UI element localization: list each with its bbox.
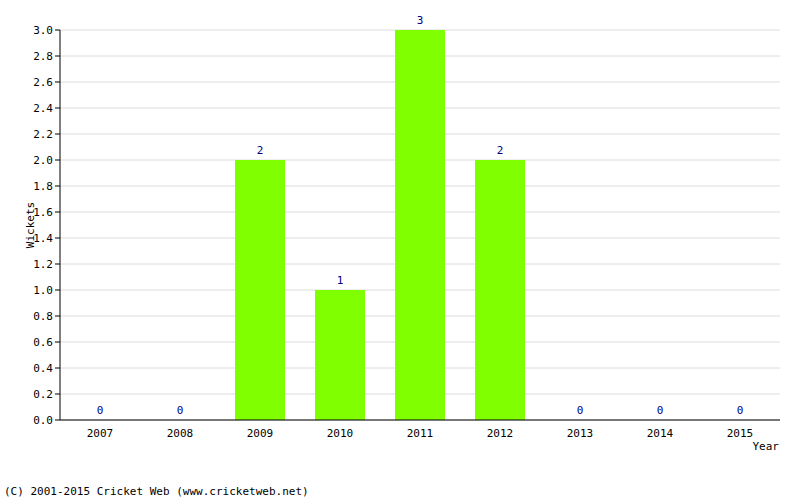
x-tick-label: 2011 — [407, 427, 434, 440]
y-tick — [55, 420, 60, 421]
y-tick — [55, 212, 60, 213]
x-tick-label: 2010 — [327, 427, 354, 440]
y-tick — [55, 82, 60, 83]
x-tick-label: 2015 — [727, 427, 754, 440]
data-label: 0 — [577, 404, 584, 417]
y-tick — [55, 134, 60, 135]
x-tick-label: 2012 — [487, 427, 514, 440]
y-tick — [55, 316, 60, 317]
y-tick — [55, 264, 60, 265]
data-label: 0 — [97, 404, 104, 417]
y-axis-label: Wickets — [24, 202, 37, 248]
data-label: 2 — [497, 144, 504, 157]
y-tick-label: 0.4 — [33, 362, 53, 375]
x-tick-label: 2007 — [87, 427, 114, 440]
x-tick-label: 2008 — [167, 427, 194, 440]
x-axis-label: Year — [753, 440, 780, 453]
y-tick-label: 2.2 — [33, 128, 53, 141]
background — [0, 0, 800, 500]
y-tick-label: 1.8 — [33, 180, 53, 193]
x-tick-label: 2009 — [247, 427, 274, 440]
y-tick — [55, 368, 60, 369]
grid-line — [60, 420, 780, 421]
y-tick — [55, 238, 60, 239]
y-tick-label: 0.8 — [33, 310, 53, 323]
y-tick — [55, 56, 60, 57]
y-tick-label: 2.8 — [33, 50, 53, 63]
y-tick — [55, 160, 60, 161]
annotation: (C) 2001-2015 Cricket Web (www.cricketwe… — [4, 485, 309, 498]
data-label: 0 — [177, 404, 184, 417]
chart: 0.00.20.40.60.81.01.21.41.61.82.02.22.42… — [0, 0, 800, 500]
bar — [235, 160, 285, 420]
bar — [395, 30, 445, 420]
data-label: 0 — [657, 404, 664, 417]
y-tick-label: 1.2 — [33, 258, 53, 271]
y-tick — [55, 108, 60, 109]
y-tick-label: 2.0 — [33, 154, 53, 167]
x-tick-label: 2014 — [647, 427, 674, 440]
y-tick-label: 0.6 — [33, 336, 53, 349]
y-tick-label: 0.0 — [33, 414, 53, 427]
data-label: 0 — [737, 404, 744, 417]
data-label: 2 — [257, 144, 264, 157]
y-tick — [55, 290, 60, 291]
y-tick-label: 1.0 — [33, 284, 53, 297]
y-tick — [55, 30, 60, 31]
data-label: 3 — [417, 14, 424, 27]
x-tick-label: 2013 — [567, 427, 594, 440]
y-tick — [55, 342, 60, 343]
y-tick-label: 3.0 — [33, 24, 53, 37]
data-label: 1 — [337, 274, 344, 287]
y-tick-label: 2.6 — [33, 76, 53, 89]
y-axis — [60, 30, 61, 420]
y-tick — [55, 186, 60, 187]
bar — [475, 160, 525, 420]
x-axis — [60, 420, 780, 421]
y-tick-label: 2.4 — [33, 102, 53, 115]
bar — [315, 290, 365, 420]
y-tick-label: 0.2 — [33, 388, 53, 401]
y-tick — [55, 394, 60, 395]
